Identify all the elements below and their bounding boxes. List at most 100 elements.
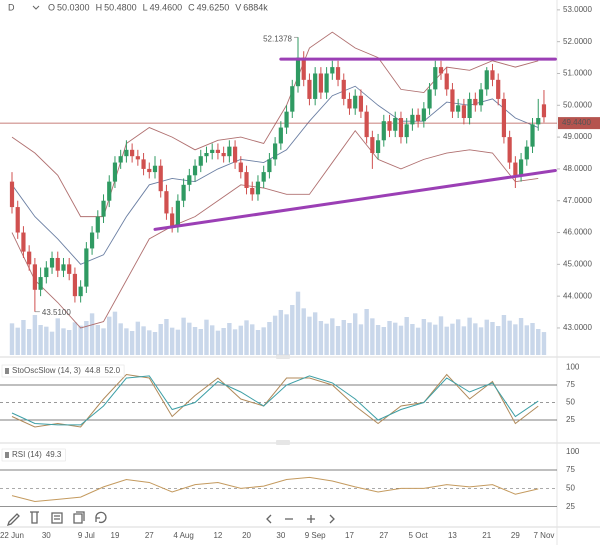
x-tick-label: 5 Oct: [409, 531, 429, 540]
reset-tool[interactable]: [95, 511, 107, 524]
volume-bar: [518, 318, 524, 355]
readout-label: O: [48, 2, 55, 12]
volume-bar: [38, 325, 43, 355]
scroll-left[interactable]: [266, 514, 272, 524]
zoom-in[interactable]: [307, 515, 315, 523]
candle-body: [170, 213, 175, 227]
volume-bar: [438, 316, 444, 355]
candle-body: [353, 95, 358, 109]
y-tick-label: 46.0000: [563, 228, 592, 237]
y-tick-label: 48.0000: [563, 164, 592, 173]
stochastic-line: [11, 375, 539, 426]
volume-bar: [318, 321, 324, 355]
resize-handle[interactable]: [276, 354, 290, 359]
interval[interactable]: D: [8, 2, 15, 12]
volume-bar: [244, 320, 249, 355]
candle-body: [421, 108, 426, 122]
volume-bar: [307, 316, 312, 355]
candle-body: [164, 191, 169, 214]
volume-bar: [129, 331, 135, 355]
x-tick-label: 30: [276, 531, 285, 540]
volume-bar: [250, 324, 255, 355]
candle-body: [141, 159, 146, 169]
readout-value: 50.0300: [57, 2, 90, 12]
candle-body: [38, 277, 43, 290]
volume-bar: [404, 317, 409, 355]
draw-tool[interactable]: [6, 513, 20, 527]
candle-body: [210, 149, 215, 154]
volume-bar: [353, 313, 358, 355]
candle-body: [15, 207, 20, 233]
rsi-line: [11, 476, 539, 503]
volume-bar: [72, 322, 78, 355]
candle-body: [273, 143, 278, 160]
candle-body: [370, 137, 375, 154]
volume-bar: [421, 319, 427, 355]
volume-bar: [135, 321, 141, 355]
candle-body: [112, 162, 118, 182]
interval-dropdown[interactable]: [32, 5, 40, 10]
volume-bar: [524, 325, 529, 355]
candle-body: [416, 114, 421, 122]
candle-body: [198, 156, 203, 166]
volume-bar: [32, 315, 38, 355]
candle-body: [313, 73, 318, 99]
volume-bar: [295, 291, 301, 355]
readout-label: V: [235, 2, 241, 12]
candle-body: [536, 118, 541, 125]
candle-body: [204, 153, 209, 157]
trendline: [153, 169, 557, 231]
scroll-right[interactable]: [329, 514, 335, 524]
last-price-tag: [558, 117, 600, 130]
volume-bar: [393, 322, 398, 355]
candle-body: [507, 137, 512, 163]
y-tick-label: 75: [566, 465, 575, 474]
candle-body: [261, 172, 266, 182]
x-tick-label: 22 Jun: [0, 531, 24, 540]
candle-body: [398, 118, 404, 138]
readout-label: L: [143, 2, 148, 12]
candle-body: [501, 98, 507, 138]
volume-bar: [152, 332, 158, 355]
candle-body: [324, 73, 329, 93]
candle-body: [181, 184, 186, 201]
candle-body: [95, 216, 100, 233]
candle-body: [467, 98, 472, 119]
candle-body: [307, 79, 312, 99]
candle-body: [244, 172, 249, 188]
toolbar: [6, 511, 335, 527]
volume-bar: [232, 329, 238, 355]
candle-body: [381, 121, 386, 141]
resize-handle[interactable]: [276, 440, 290, 445]
candle-body: [147, 168, 152, 173]
candle-body: [444, 73, 449, 90]
candle-body: [364, 111, 369, 138]
volume-bar: [450, 323, 455, 355]
volume-bar: [290, 305, 295, 355]
candle-body: [124, 149, 129, 157]
readout-value: 49.6250: [197, 2, 230, 12]
volume-bar: [164, 319, 169, 355]
x-tick-label: 9 Jul: [78, 531, 95, 540]
volume-bar: [78, 325, 83, 355]
candle-body: [192, 165, 198, 176]
indicator-tool[interactable]: [51, 512, 63, 524]
y-tick-label: 100: [566, 447, 580, 456]
volume-bar: [238, 325, 243, 355]
volume-bar: [15, 327, 20, 355]
candle-body: [221, 153, 226, 157]
candle-body: [101, 200, 106, 217]
y-tick-label: 50: [566, 398, 575, 407]
y-tick-label: 51.0000: [563, 69, 592, 78]
compare-tool[interactable]: [73, 511, 85, 524]
volume-bar: [370, 318, 375, 355]
candle-body: [433, 67, 438, 90]
candle-body: [478, 89, 484, 106]
volume-bar: [461, 326, 467, 355]
volume-bar: [364, 309, 369, 355]
candle-body: [89, 232, 95, 249]
delete-tool[interactable]: [30, 511, 39, 524]
candle-body: [49, 257, 55, 268]
volume-bar: [312, 312, 318, 355]
x-tick-label: 20: [242, 531, 251, 540]
